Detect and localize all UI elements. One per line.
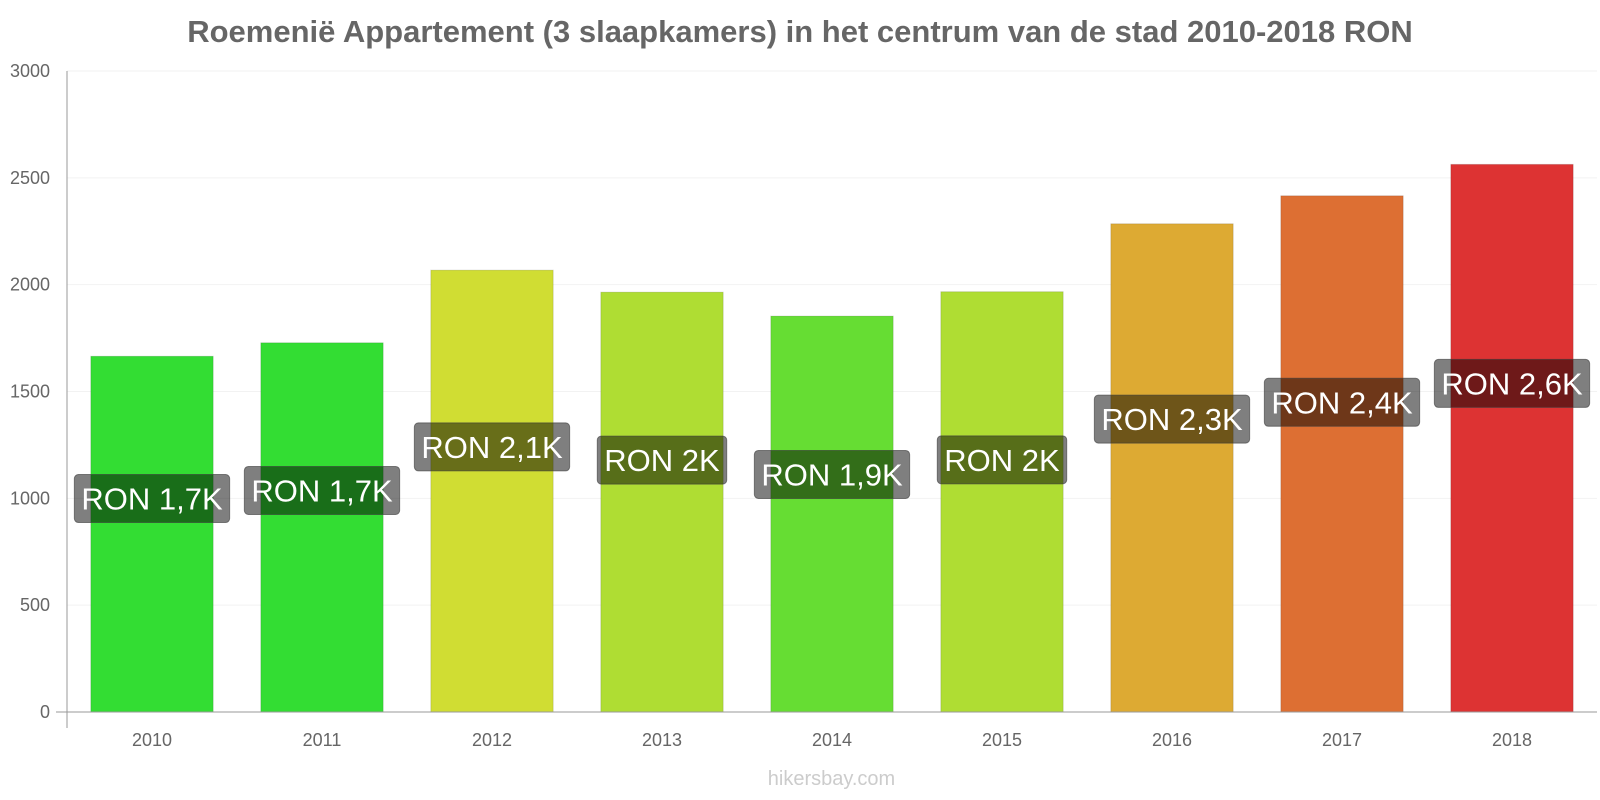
bar-2016[interactable] <box>1110 223 1234 713</box>
bar-2013[interactable] <box>600 291 724 713</box>
data-label-box <box>73 474 231 524</box>
data-label-box <box>243 465 401 515</box>
x-tick-label: 2017 <box>1322 730 1362 750</box>
chart-title: Roemenië Appartement (3 slaapkamers) in … <box>187 14 1413 49</box>
x-tick-label: 2015 <box>982 730 1022 750</box>
x-tick-label: 2013 <box>642 730 682 750</box>
bar-2015[interactable] <box>940 291 1064 713</box>
data-label-text: RON 1,7K <box>251 473 393 508</box>
data-label-2014: RON 1,9K <box>753 449 911 499</box>
data-label-box <box>1093 394 1251 444</box>
bars <box>90 163 1574 713</box>
bar-2012[interactable] <box>430 269 554 713</box>
data-label-box <box>936 435 1068 485</box>
data-label-2017: RON 2,4K <box>1263 377 1421 427</box>
x-tick-label: 2014 <box>812 730 852 750</box>
bar-2011[interactable] <box>260 342 384 713</box>
axes: 0 500 1000 1500 2000 2500 3000 2010 2011 2012 2013… <box>10 61 1597 750</box>
data-label-box <box>1433 358 1591 408</box>
x-tick-label: 2010 <box>132 730 172 750</box>
watermark: hikersbay.com <box>767 768 896 790</box>
data-label-box <box>753 449 911 499</box>
data-label-text: RON 2,3K <box>1101 402 1243 437</box>
y-tick-label: 0 <box>40 702 50 722</box>
data-label-2010: RON 1,7K <box>73 474 231 524</box>
bar-2017[interactable] <box>1280 195 1404 713</box>
data-label-text: RON 1,7K <box>81 482 223 517</box>
bar-2010[interactable] <box>90 355 214 713</box>
x-tick-label: 2011 <box>303 730 342 750</box>
y-tick-label: 3000 <box>10 61 50 81</box>
data-label-2013: RON 2K <box>596 435 728 485</box>
data-label-2011: RON 1,7K <box>243 465 401 515</box>
data-label-box <box>1263 377 1421 427</box>
bar-2018[interactable] <box>1450 163 1574 713</box>
data-label-text: RON 2,6K <box>1441 366 1583 401</box>
x-tick-label: 2018 <box>1492 730 1532 750</box>
y-tick-label: 2000 <box>10 275 50 295</box>
y-tick-label: 1000 <box>10 488 50 508</box>
data-label-2016: RON 2,3K <box>1093 394 1251 444</box>
data-label-2012: RON 2,1K <box>413 422 571 472</box>
data-label-text: RON 2K <box>604 443 720 478</box>
data-labels: RON 1,7K RON 1,7K RON 2,1K RON 2K RON 1,9K RO… <box>73 358 1591 524</box>
data-label-2015: RON 2K <box>936 435 1068 485</box>
data-label-text: RON 2,4K <box>1271 385 1413 420</box>
y-tick-label: 1500 <box>10 382 50 402</box>
bar-2014[interactable] <box>770 315 894 713</box>
data-label-box <box>413 422 571 472</box>
x-tick-label: 2016 <box>1152 730 1192 750</box>
data-label-text: RON 2,1K <box>421 430 563 465</box>
y-tick-label: 2500 <box>10 168 50 188</box>
x-tick-label: 2012 <box>472 730 512 750</box>
data-label-text: RON 2K <box>944 443 1060 478</box>
data-label-2018: RON 2,6K <box>1433 358 1591 408</box>
data-label-text: RON 1,9K <box>761 457 903 492</box>
y-tick-label: 500 <box>20 595 50 615</box>
data-label-box <box>596 435 728 485</box>
